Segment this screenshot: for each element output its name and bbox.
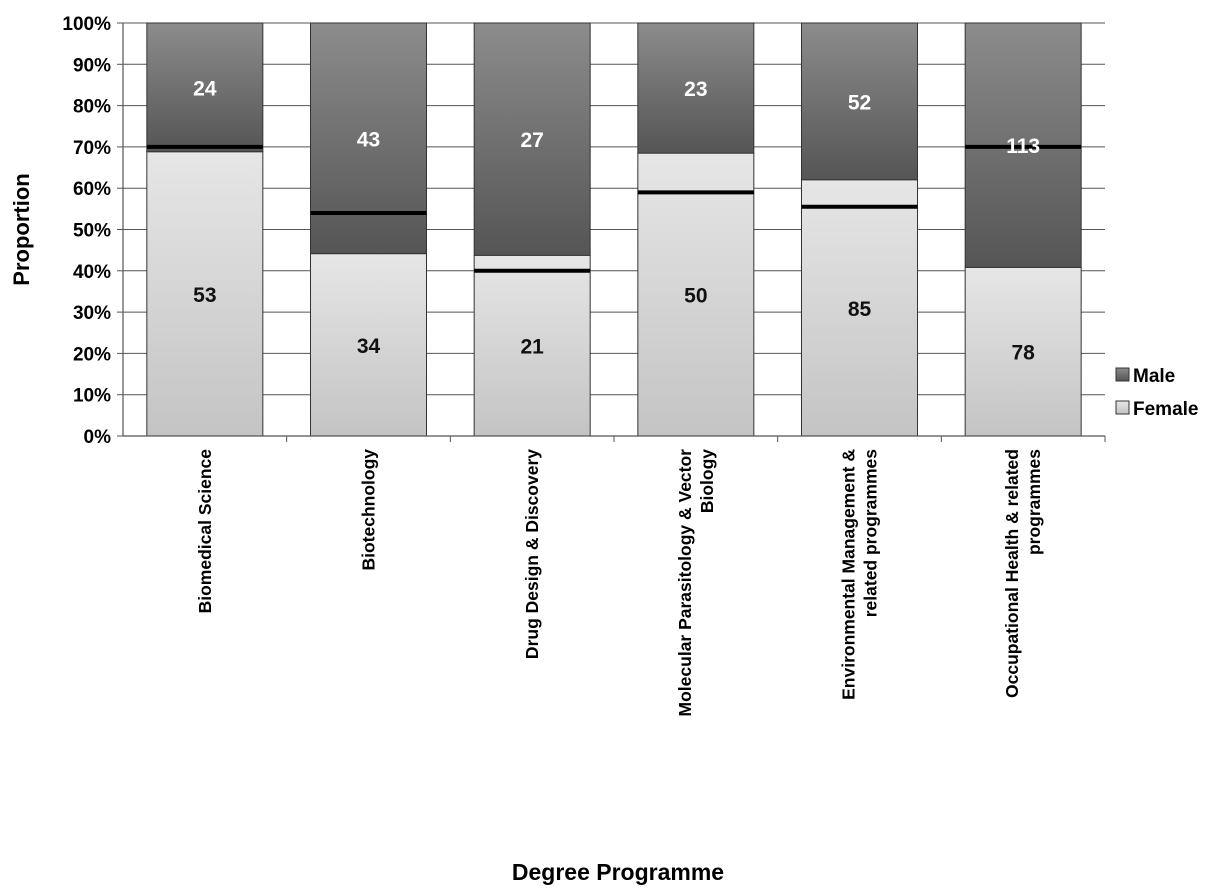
bar-female <box>637 152 755 437</box>
y-tick-label: 70% <box>73 138 111 159</box>
legend-swatch <box>1115 400 1130 415</box>
x-tick-label-line: related programmes <box>861 449 881 618</box>
x-tick-label: Drug Design & Discovery <box>522 449 542 659</box>
x-tick-label-line: Molecular Parasitology & Vector <box>675 449 695 717</box>
x-tick-label: Biotechnology <box>359 449 379 571</box>
data-label-male: 113 <box>1006 135 1040 158</box>
bar-female <box>146 151 264 437</box>
data-label-female: 34 <box>357 335 381 358</box>
y-tick-label: 90% <box>73 55 111 76</box>
x-tick-label: Molecular Parasitology & Vector Biology <box>675 449 717 717</box>
x-tick-label-line: Environmental Management & <box>839 449 859 700</box>
data-label-male: 24 <box>193 77 217 100</box>
x-tick-label-line: Drug Design & Discovery <box>522 449 542 659</box>
data-label-female: 85 <box>848 298 872 321</box>
y-tick-label: 60% <box>73 179 111 200</box>
bar-female <box>801 179 918 437</box>
x-tick-label: Occupational Health & related programmes <box>1002 449 1044 698</box>
y-tick-label: 40% <box>73 262 111 283</box>
x-axis-title: Degree Programme <box>512 859 724 885</box>
y-axis-title: Proportion <box>9 173 34 285</box>
data-label-female: 21 <box>520 336 544 359</box>
x-tick-label-line: programmes <box>1024 449 1044 555</box>
bar-female <box>964 266 1082 437</box>
y-tick-label: 50% <box>73 221 111 242</box>
bar-female <box>473 254 591 437</box>
legend-swatch <box>1115 367 1130 382</box>
x-tick-label-line: Biotechnology <box>359 449 379 571</box>
data-label-male: 52 <box>848 91 871 114</box>
legend-label: Male <box>1133 366 1175 387</box>
bar-male <box>637 22 755 154</box>
x-tick-label-line: Biology <box>697 449 717 513</box>
data-label-male: 23 <box>684 78 707 101</box>
data-label-female: 78 <box>1011 342 1035 365</box>
x-tick-label: Biomedical Science <box>195 449 215 614</box>
x-tick-label-line: Biomedical Science <box>195 449 215 614</box>
bar-male <box>310 22 427 255</box>
data-label-female: 50 <box>684 285 707 308</box>
y-tick-label: 20% <box>73 344 111 365</box>
bar-male <box>473 22 591 256</box>
y-tick-label: 10% <box>73 386 111 407</box>
bar-male <box>801 22 918 181</box>
data-label-male: 43 <box>357 128 380 151</box>
data-label-male: 27 <box>520 129 543 152</box>
y-tick-label: 100% <box>62 14 111 35</box>
y-tick-label: 0% <box>84 427 112 448</box>
y-tick-label: 80% <box>73 97 111 118</box>
y-tick-label: 30% <box>73 303 111 324</box>
x-tick-label-line: Occupational Health & related <box>1002 449 1022 698</box>
data-label-female: 53 <box>193 284 216 307</box>
x-tick-label: Environmental Management & related progra… <box>839 449 881 700</box>
bar-male <box>146 22 264 153</box>
legend-label: Female <box>1133 399 1198 420</box>
